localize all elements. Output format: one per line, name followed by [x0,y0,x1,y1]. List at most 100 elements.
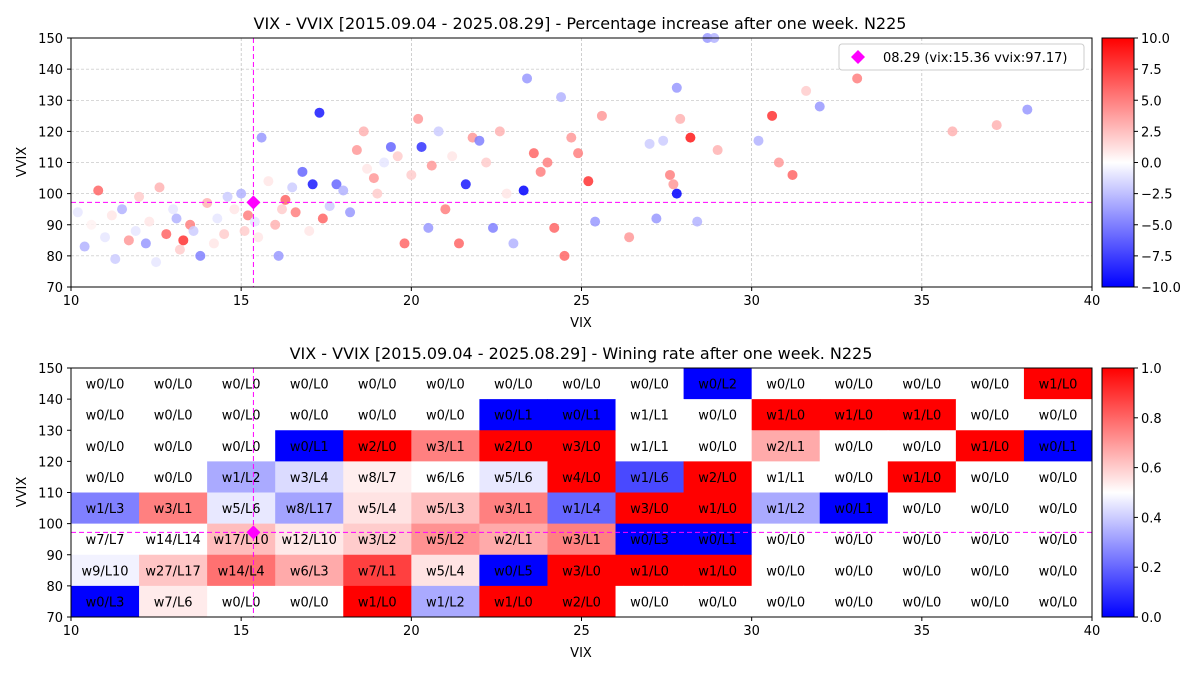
heatmap-cell-label: w2/L0 [698,471,737,486]
heatmap-cell-label: w0/L0 [630,595,669,610]
heatmap-cell-label: w1/L0 [766,409,805,424]
scatter-point [110,253,121,264]
heatmap-cell [751,492,821,525]
heatmap-cell [71,585,140,618]
heatmap-cell [683,368,753,400]
legend-label: 08.29 (vix:15.36 vvix:97.17) [883,51,1068,66]
scatter-point [290,207,301,218]
heatmap-cell-label: w0/L0 [766,595,805,610]
heatmap-cell [683,430,753,462]
heatmap-cell-label: w0/L0 [971,471,1010,486]
heatmap-x-tick-label: 40 [1084,624,1101,639]
heatmap-cell-label: w1/L6 [630,471,669,486]
heatmap-cell [343,554,412,587]
scatter-point [522,73,533,84]
heatmap-cell-label: w0/L0 [222,409,261,424]
scatter-point [668,179,679,190]
scatter-point [426,160,437,171]
scatter-point [399,238,410,249]
heatmap-cell-label: w0/L2 [698,378,737,393]
heatmap-cell-label: w2/L1 [766,440,805,455]
scatter-point [273,250,284,261]
heatmap-cell [955,399,1025,431]
scatter-point [134,191,145,202]
heatmap-y-tick-label: 90 [46,549,63,564]
scatter-point [692,216,703,227]
heatmap-cell-label: w0/L1 [562,409,601,424]
heatmap-cell-label: w0/L0 [358,378,397,393]
heatmap-cell [955,368,1025,400]
heatmap-cell-label: w2/L0 [358,440,397,455]
heatmap-y-tick-label: 70 [46,611,63,626]
heatmap-cell-label: w0/L0 [222,440,261,455]
scatter-y-tick-label: 140 [38,63,63,78]
heatmap-cell [547,430,617,462]
scatter-grid [70,37,1093,288]
heatmap-cell-label: w1/L0 [971,440,1010,455]
heatmap-cell [615,430,685,462]
heatmap-cell-label: w1/L4 [562,502,601,517]
heatmap-cell [275,492,344,525]
heatmap-cell [819,554,889,587]
heatmap-cell [683,492,753,525]
heatmap-cell [1023,399,1093,431]
heatmap-cell [275,461,344,493]
scatter-point [253,232,264,243]
heatmap-cell-label: w6/L3 [290,564,329,579]
heatmap-cell [955,523,1025,556]
scatter-point [372,188,383,199]
scatter-point [314,107,325,118]
scatter-point [236,188,247,199]
heatmap-cell-label: w27/L17 [145,564,200,579]
heatmap-cell-label: w3/L1 [426,440,465,455]
scatter-point [852,73,863,84]
scatter-point [351,145,362,156]
heatmap-cell [411,523,480,556]
heatmap-cell-label: w0/L0 [154,440,193,455]
heatmap-cell [71,368,140,400]
scatter-point [331,179,342,190]
scatter-colorbar-tick-label: 7.5 [1141,63,1162,78]
heatmap-cell [479,554,548,587]
heatmap-cell-label: w5/L6 [222,502,261,517]
heatmap-cell [139,554,208,587]
scatter-point [324,201,335,212]
heatmap-cell-label: w2/L0 [494,440,533,455]
heatmap-cell [1023,492,1093,525]
heatmap-cell [547,523,617,556]
heatmap-cell-label: w0/L1 [494,409,533,424]
heatmap-y-tick-label: 130 [38,424,63,439]
scatter-point [277,204,288,215]
heatmap-colorbar-ticks: 1.0 0.8 0.6 0.4 0.2 0.0 [1134,362,1162,626]
scatter-point [202,197,213,208]
heatmap-cell [955,461,1025,493]
heatmap-cell-label: w0/L0 [222,378,261,393]
heatmap-y-ticks: 70 80 90 100 110 120 130 140 150 [38,362,71,626]
heatmap-cell [71,399,140,431]
scatter-point [239,225,250,236]
heatmap-cell [411,368,480,400]
heatmap-cell-label: w3/L0 [630,502,669,517]
heatmap-cell [71,461,140,493]
heatmap-cell [207,492,276,525]
scatter-point [130,225,141,236]
scatter-chart-title: VIX - VVIX [2015.09.04 - 2025.08.29] - P… [254,14,907,33]
heatmap-cell [887,554,957,587]
scatter-point [528,148,539,159]
heatmap-cell [411,399,480,431]
heatmap-cell-label: w0/L0 [1039,471,1078,486]
scatter-chart: VIX - VVIX [2015.09.04 - 2025.08.29] - P… [15,14,1181,331]
heatmap-cell [615,461,685,493]
heatmap-cell [547,399,617,431]
heatmap-cell [479,523,548,556]
scatter-point [229,204,240,215]
heatmap-cell-label: w0/L0 [766,378,805,393]
heatmap-cell [887,399,957,431]
heatmap-cell [479,368,548,400]
heatmap-cell [819,585,889,618]
scatter-points [72,33,1033,268]
heatmap-cell [615,399,685,431]
scatter-point [297,166,308,177]
scatter-colorbar-tick-label: 2.5 [1141,125,1162,140]
heatmap-cell [275,554,344,587]
